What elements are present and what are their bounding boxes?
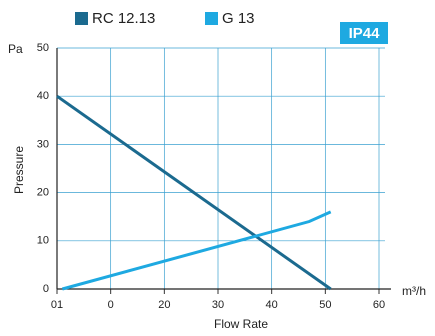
legend-label: G 13	[222, 10, 255, 27]
x-tick-label: 50	[319, 299, 331, 311]
x-tick-label: 20	[158, 299, 170, 311]
y-tick-label: 20	[37, 187, 49, 199]
series-line	[56, 94, 332, 291]
legend-swatch	[205, 12, 218, 25]
x-unit: m³/h	[402, 284, 426, 298]
y-axis-title: Pressure	[12, 146, 26, 194]
y-tick-label: 40	[37, 90, 49, 102]
badge-bg	[340, 22, 388, 44]
x-axis-title: Flow Rate	[214, 317, 268, 331]
y-unit: Pa	[8, 42, 23, 56]
x-tick-label: 0	[108, 299, 114, 311]
x-tick-label: 60	[373, 299, 385, 311]
y-tick-label: 0	[43, 283, 49, 295]
legend-swatch	[75, 12, 88, 25]
y-tick-label: 10	[37, 235, 49, 247]
x-tick-label: 30	[212, 299, 224, 311]
series-line	[61, 210, 332, 291]
legend-label: RC 12.13	[92, 10, 155, 27]
y-tick-label: 50	[37, 42, 49, 54]
x-tick-label: 40	[266, 299, 278, 311]
badge: IP44	[349, 25, 381, 42]
y-tick-label: 30	[37, 138, 49, 150]
x-tick-label: 01	[51, 299, 63, 311]
